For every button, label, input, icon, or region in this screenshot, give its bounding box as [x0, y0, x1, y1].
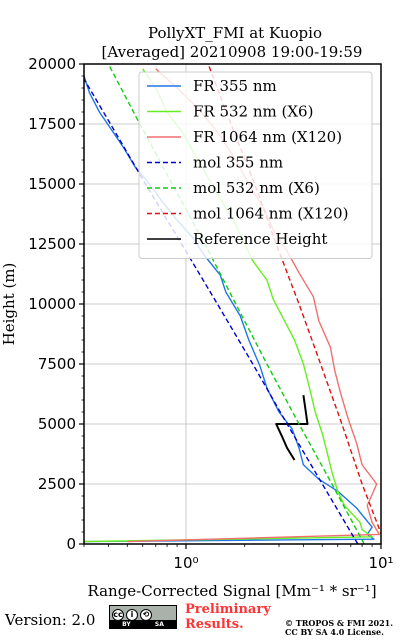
cc-license-badge[interactable]: cc i ⟲ BY SA	[109, 605, 177, 629]
version-label: Version: 2.0	[5, 611, 96, 629]
legend-label: mol 532 nm (X6)	[193, 179, 320, 197]
lidar-profile-chart: PollyXT_FMI at Kuopio [Averaged] 2021090…	[0, 24, 394, 600]
legend-label: FR 355 nm	[193, 77, 277, 95]
cc-icon: cc	[112, 608, 124, 621]
y-axis-label: Height (m)	[0, 263, 18, 346]
legend-label: FR 532 nm (X6)	[193, 103, 313, 121]
legend-label: mol 355 nm	[193, 154, 283, 172]
series-line	[107, 64, 365, 544]
chart-title-line-2: [Averaged] 20210908 19:00-19:59	[102, 43, 363, 61]
series-line	[275, 395, 309, 461]
series-line	[84, 77, 359, 544]
y-tick-label: 10000	[28, 295, 76, 313]
prelim-line-2: Results.	[185, 617, 244, 632]
copyright-line-1: © TROPOS & FMI 2021.	[285, 618, 394, 628]
x-tick-label: 10⁰	[173, 554, 198, 572]
cc-sa-text: SA	[154, 620, 164, 628]
y-tick-label: 0	[66, 535, 76, 553]
sa-icon: ⟲	[140, 608, 152, 621]
cc-by-text: BY	[122, 620, 131, 628]
y-tick-label: 20000	[28, 55, 76, 73]
legend: FR 355 nm FR 532 nm (X6) FR 1064 nm (X120)…	[138, 71, 373, 259]
copyright-notice: © TROPOS & FMI 2021. CC BY SA 4.0 Licens…	[285, 619, 393, 637]
x-tick-label: 10¹	[368, 554, 393, 572]
axis-ticks: 0 2500 5000 7500 10000 12500 15000 17500 20000 10…	[28, 55, 393, 572]
y-tick-label: 5000	[38, 415, 76, 433]
y-tick-label: 15000	[28, 175, 76, 193]
legend-label: mol 1064 nm (X120)	[193, 205, 348, 223]
y-tick-label: 7500	[38, 355, 76, 373]
y-tick-label: 12500	[28, 235, 76, 253]
y-tick-label: 2500	[38, 475, 76, 493]
preliminary-notice: Preliminary Results.	[185, 602, 271, 632]
prelim-line-1: Preliminary	[185, 602, 271, 617]
x-axis-label: Range-Corrected Signal [Mm⁻¹ * sr⁻¹]	[87, 582, 376, 600]
legend-label: FR 1064 nm (X120)	[193, 128, 342, 146]
y-tick-label: 17500	[28, 115, 76, 133]
legend-label: Reference Height	[193, 230, 327, 248]
copyright-line-2: CC BY SA 4.0 License.	[285, 627, 384, 637]
chart-title-line-1: PollyXT_FMI at Kuopio	[148, 24, 322, 42]
legend-box	[138, 71, 373, 259]
by-icon: i	[126, 608, 138, 621]
